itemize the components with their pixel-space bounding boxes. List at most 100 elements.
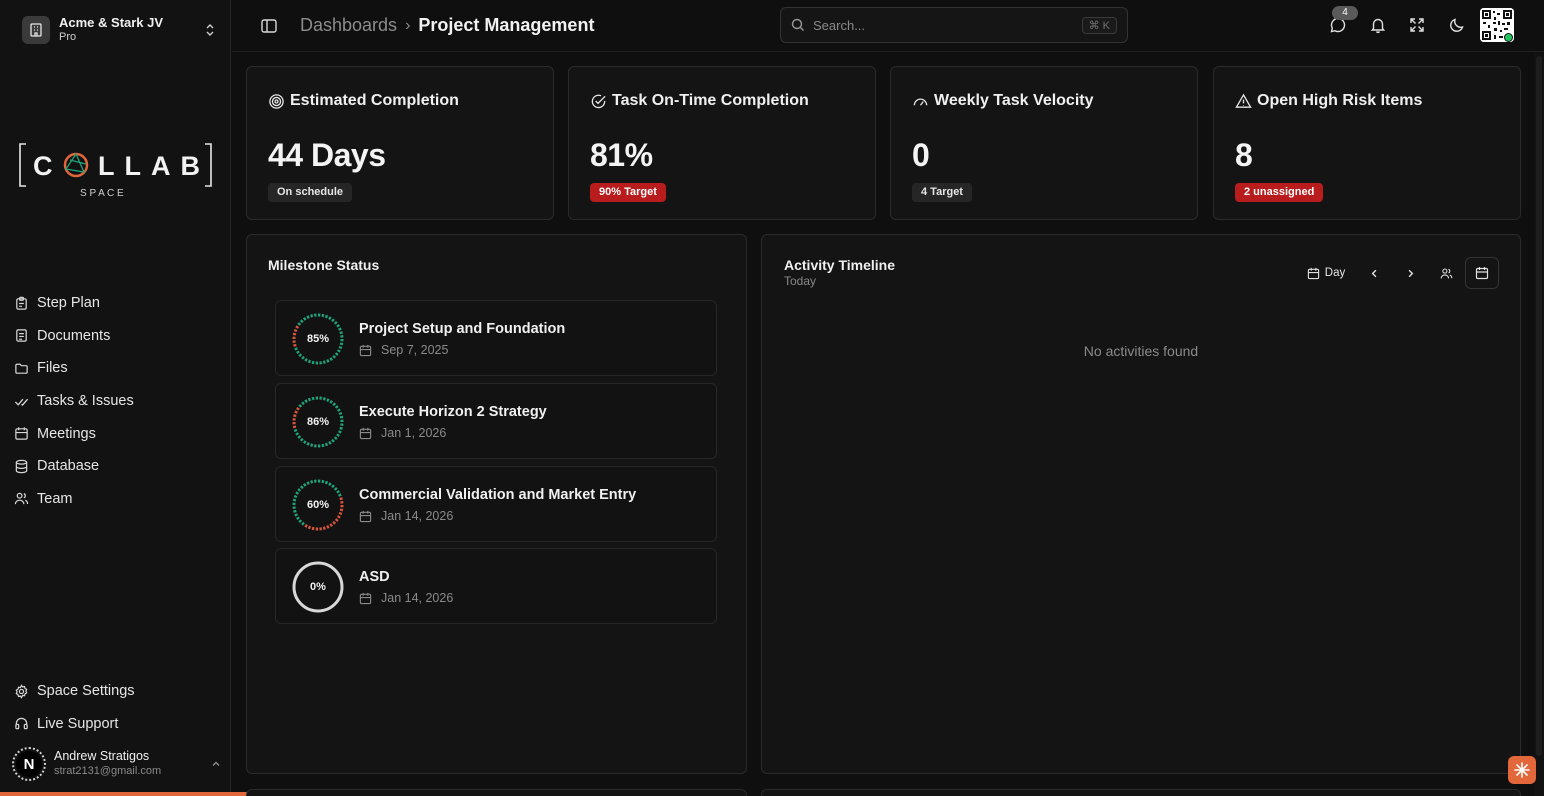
- progress-ring-segment: [319, 396, 322, 400]
- empty-state-message: No activities found: [1083, 343, 1199, 359]
- progress-ring-segment: [296, 407, 300, 411]
- nav-files[interactable]: Files: [10, 352, 222, 385]
- moon-icon[interactable]: [1448, 16, 1466, 34]
- progress-ring-segment: [292, 506, 296, 509]
- progress-ring-segment: [338, 493, 342, 497]
- prev-button[interactable]: [1362, 259, 1386, 287]
- milestone-name: Project Setup and Foundation: [359, 321, 566, 337]
- milestone-date: Jan 1, 2026: [381, 426, 447, 440]
- progress-ring-segment: [294, 410, 298, 414]
- nav-label: Meetings: [37, 425, 96, 442]
- progress-ring-segment: [340, 335, 344, 338]
- fullscreen-icon[interactable]: [1408, 16, 1426, 34]
- nav-live-support[interactable]: Live Support: [10, 708, 222, 741]
- progress-ring-segment: [339, 342, 344, 346]
- progress-ring-segment: [306, 442, 310, 446]
- date-picker-button[interactable]: [1465, 257, 1499, 289]
- next-card-edge: [761, 789, 1521, 796]
- page-loading-bar: [0, 792, 386, 796]
- progress-percent: 0%: [310, 581, 326, 593]
- progress-ring: [292, 561, 344, 613]
- nav-documents[interactable]: Documents: [10, 320, 222, 353]
- progress-ring-segment: [303, 483, 307, 487]
- progress-ring-segment: [317, 479, 321, 483]
- milestone-name: ASD: [359, 569, 390, 585]
- user-menu[interactable]: N Andrew Stratigos strat2131@gmail.com: [12, 744, 222, 784]
- milestone-item[interactable]: 60% Commercial Validation and Market Ent…: [275, 466, 717, 542]
- progress-ring-segment: [338, 327, 342, 331]
- nav-database[interactable]: Database: [10, 450, 222, 483]
- progress-ring-segment: [319, 361, 322, 365]
- nav-space-settings[interactable]: Space Settings: [10, 675, 222, 708]
- progress-ring-segment: [339, 426, 343, 430]
- progress-ring-segment: [293, 494, 298, 499]
- panel-title: Activity Timeline: [784, 257, 896, 273]
- nav-team[interactable]: Team: [10, 483, 222, 516]
- progress-ring-segment: [332, 520, 337, 525]
- progress-ring-segment: [292, 425, 297, 429]
- bell-icon[interactable]: [1369, 16, 1387, 34]
- secondary-nav: Space Settings Live Support: [10, 675, 222, 740]
- sparkle-icon: [1514, 762, 1530, 778]
- next-button[interactable]: [1398, 259, 1422, 287]
- stat-badge: 90% Target: [590, 183, 666, 202]
- avatar: N: [12, 747, 46, 781]
- progress-ring-segment: [326, 398, 330, 402]
- progress-ring-segment: [292, 418, 296, 421]
- milestone-name: Commercial Validation and Market Entry: [359, 487, 637, 503]
- search-input[interactable]: [813, 17, 1074, 33]
- warning-icon: [1235, 93, 1252, 108]
- nav-label: Files: [37, 360, 68, 377]
- stat-title: Weekly Task Velocity: [934, 92, 1094, 109]
- calendar-icon: [359, 592, 372, 604]
- target-icon: [269, 93, 284, 109]
- milestone-item[interactable]: 0% ASD Jan 14, 2026: [275, 548, 717, 624]
- progress-ring-segment: [332, 354, 337, 359]
- assistant-button[interactable]: [1508, 756, 1536, 784]
- view-mode-select[interactable]: Day: [1306, 259, 1346, 287]
- nav-meetings[interactable]: Meetings: [10, 417, 222, 450]
- progress-ring: [292, 396, 344, 448]
- stat-title: Task On-Time Completion: [612, 92, 809, 109]
- progress-ring-segment: [331, 438, 335, 443]
- progress-ring: [292, 313, 344, 365]
- progress-ring-segment: [297, 435, 302, 439]
- stat-card-estimated-completion: Estimated Completion 44 Days On schedule: [246, 66, 554, 220]
- chevron-left-icon: [1371, 269, 1376, 277]
- progress-ring-segment: [333, 486, 338, 491]
- milestone-item[interactable]: 86% Execute Horizon 2 Strategy Jan 1, 20…: [275, 383, 717, 459]
- workspace-switcher[interactable]: Acme & Stark JV Pro: [14, 10, 218, 50]
- progress-ring-segment: [314, 479, 317, 483]
- nav-label: Step Plan: [37, 295, 100, 312]
- nav-step-plan[interactable]: Step Plan: [10, 287, 222, 320]
- progress-ring-segment: [307, 359, 312, 364]
- progress-ring-segment: [293, 343, 297, 347]
- members-filter-button[interactable]: [1434, 259, 1458, 287]
- progress-ring-segment: [306, 481, 310, 485]
- message-icon[interactable]: [1329, 16, 1347, 34]
- svg-text:S P A C E: S P A C E: [80, 188, 124, 199]
- database-icon: [15, 459, 28, 473]
- search-box[interactable]: ⌘ K: [780, 7, 1128, 43]
- progress-ring-segment: [303, 440, 307, 444]
- scrollbar-thumb[interactable]: [1536, 56, 1542, 756]
- milestone-date: Sep 7, 2025: [381, 343, 449, 357]
- breadcrumb-dashboards[interactable]: Dashboards: [300, 15, 398, 35]
- milestone-item[interactable]: 85% Project Setup and Foundation Sep 7, …: [275, 300, 717, 376]
- view-mode-label: Day: [1324, 267, 1346, 279]
- progress-ring-segment: [293, 328, 298, 333]
- progress-ring-segment: [296, 516, 300, 520]
- progress-ring-segment: [336, 490, 340, 494]
- progress-ring-segment: [334, 518, 339, 522]
- folder-icon: [15, 363, 28, 374]
- calendar-icon: [359, 344, 372, 356]
- nav-label: Space Settings: [37, 683, 135, 700]
- sidebar-toggle-icon[interactable]: [260, 17, 278, 35]
- progress-ring-segment: [328, 482, 332, 487]
- progress-ring-segment: [307, 525, 312, 530]
- nav-tasks-issues[interactable]: Tasks & Issues: [10, 385, 222, 418]
- stat-value: 81%: [590, 137, 653, 173]
- milestone-date: Jan 14, 2026: [381, 509, 454, 523]
- progress-ring-segment: [334, 352, 339, 356]
- nav-label: Database: [37, 458, 100, 475]
